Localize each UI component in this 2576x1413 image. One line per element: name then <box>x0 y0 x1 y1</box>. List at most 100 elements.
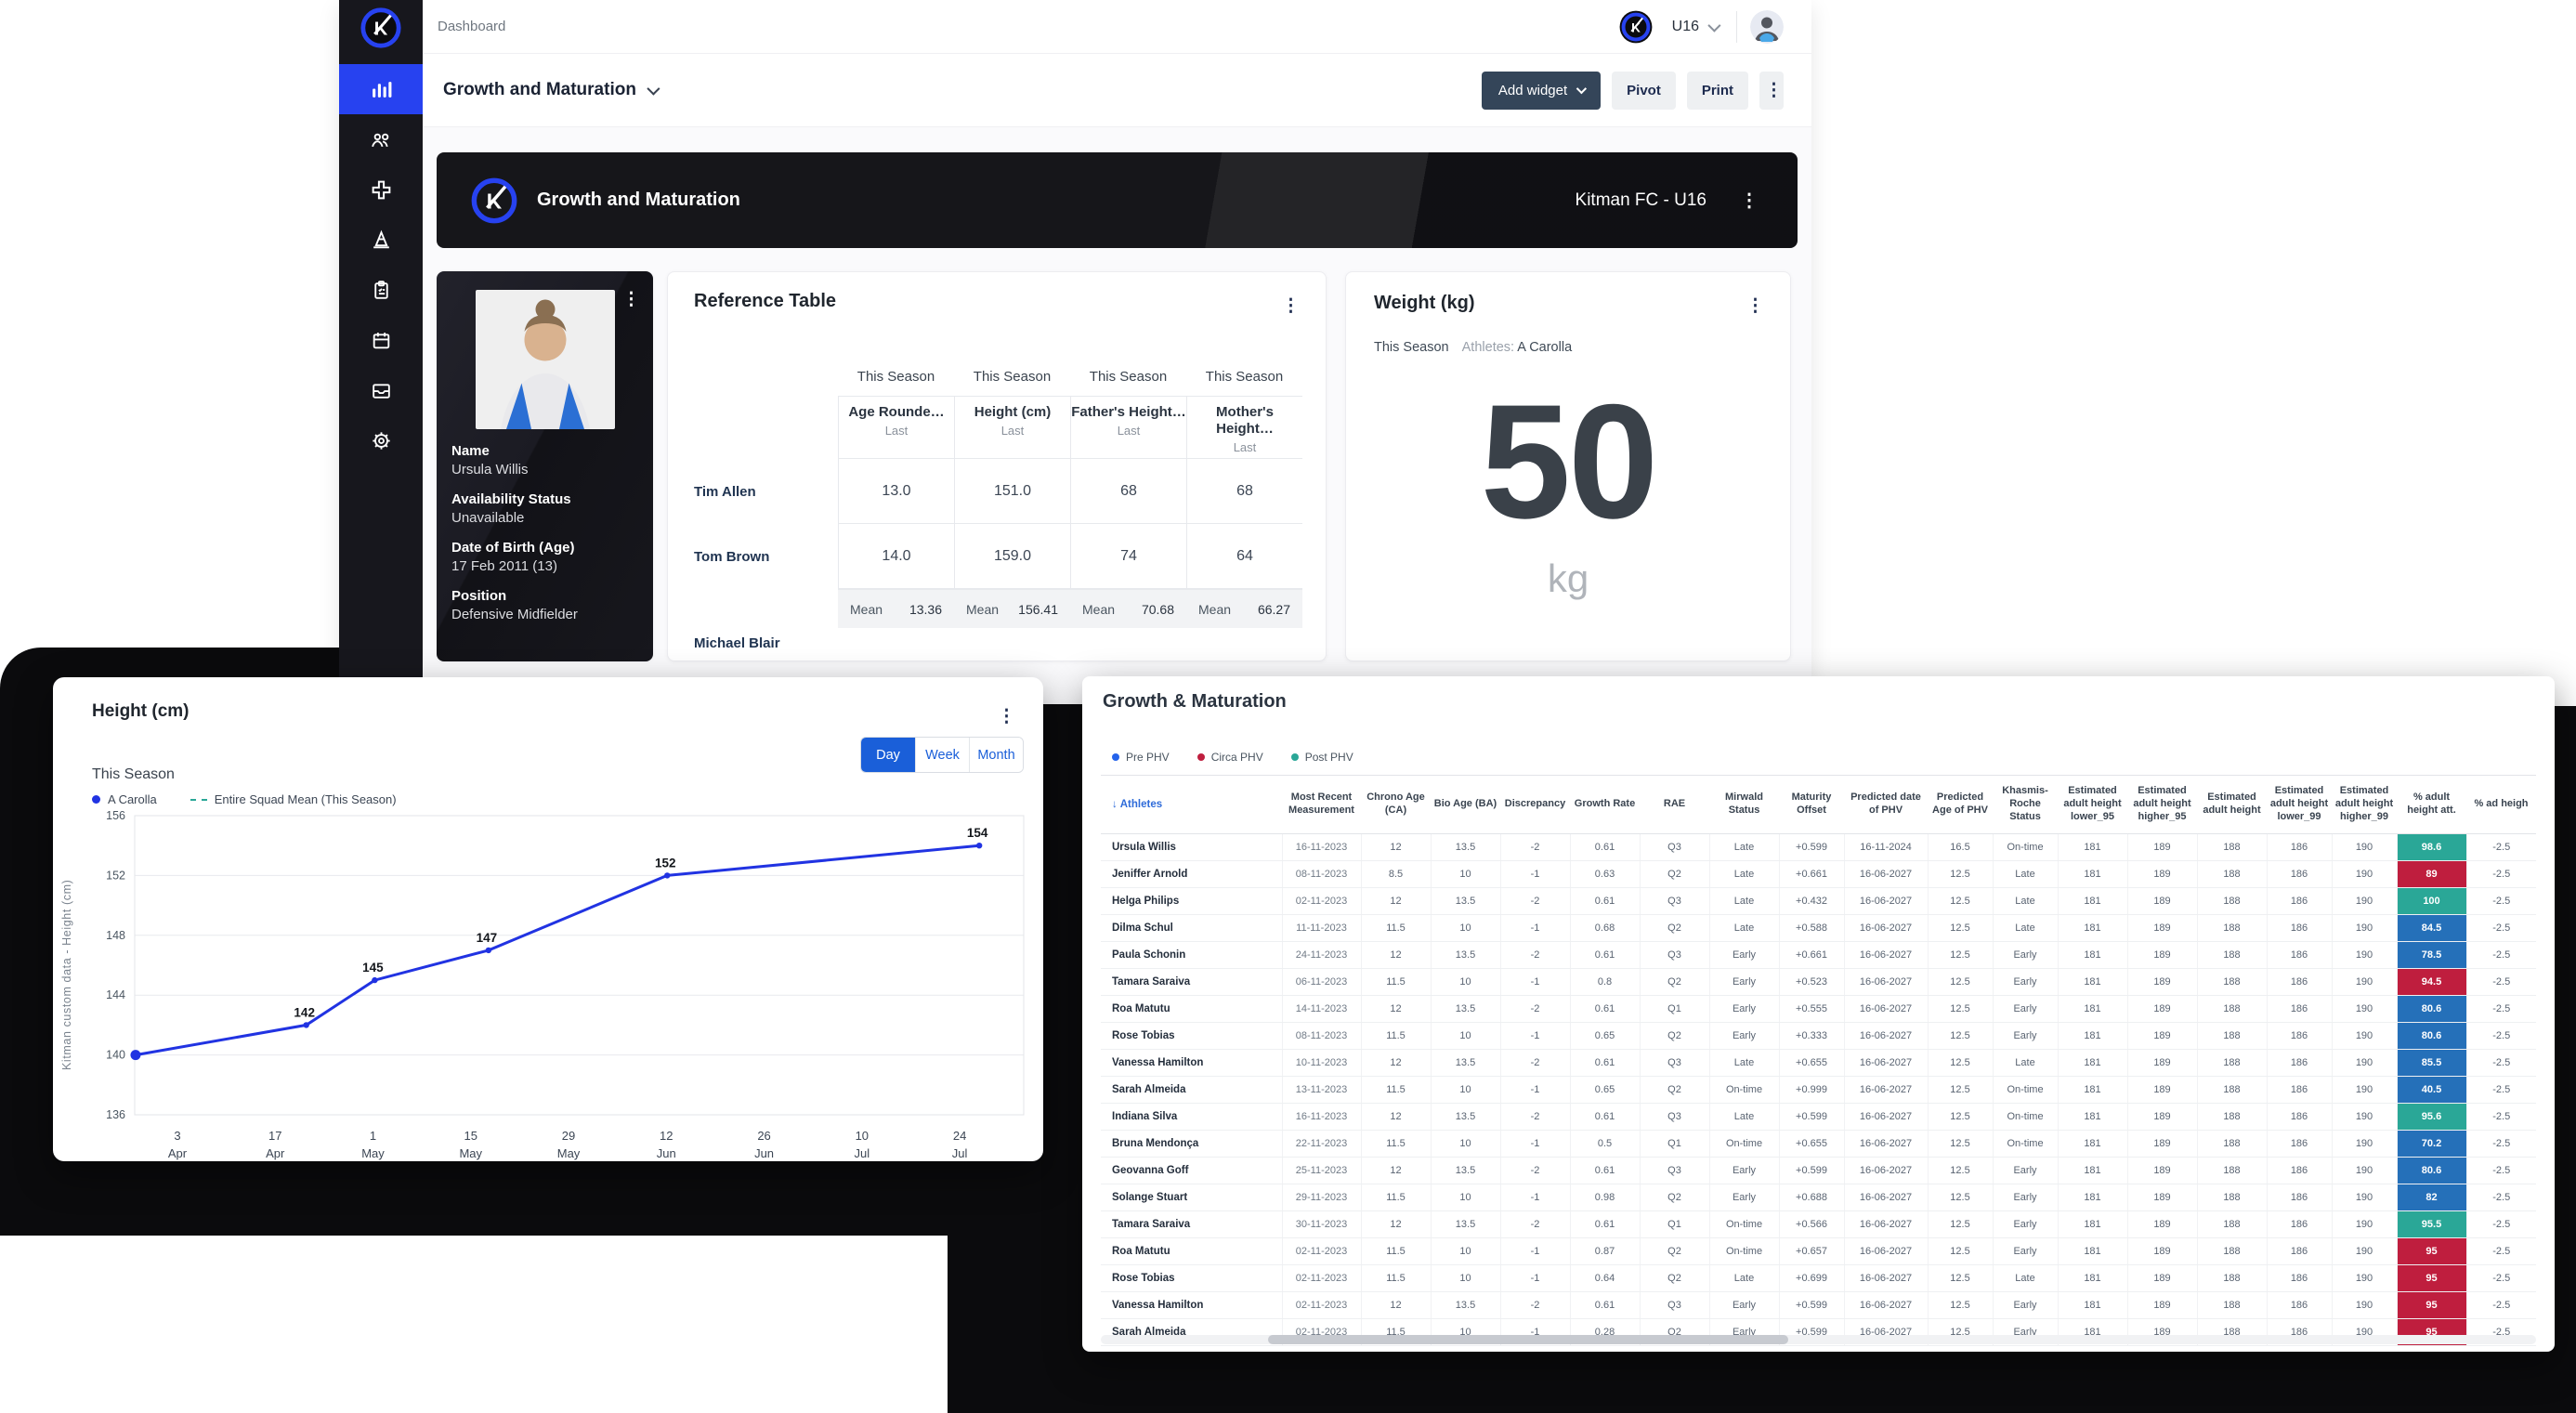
reference-cell: 151.0 <box>954 459 1070 524</box>
gm-column-header[interactable]: Khasmis-Roche Status <box>1993 775 2058 834</box>
weight-widget-kebab-menu[interactable]: ⋮ <box>1741 287 1770 325</box>
reference-season-label: This Season <box>856 369 935 385</box>
gm-athlete-name[interactable]: Sarah Almeida <box>1101 1076 1282 1104</box>
gm-table-row[interactable]: Helga Philips 02-11-2023 12 13.5 -2 0.61 Q3 Lat… <box>1101 887 2536 915</box>
gm-column-header[interactable]: Most Recent Measurement <box>1282 775 1361 834</box>
sidebar-item-medical[interactable] <box>339 164 423 215</box>
gm-column-header[interactable]: Growth Rate <box>1570 775 1640 834</box>
gm-table-row[interactable]: Paula Schonin 24-11-2023 12 13.5 -2 0.61 Q3 Ear… <box>1101 941 2536 969</box>
gm-athlete-name[interactable]: Dilma Schul <box>1101 914 1282 942</box>
gm-column-header[interactable]: Estimated adult height <box>2197 775 2267 834</box>
gm-column-header[interactable]: Mirwald Status <box>1709 775 1779 834</box>
gm-table-row[interactable]: Rose Tobias 02-11-2023 11.5 10 -1 0.64 Q2 Late +… <box>1101 1264 2536 1292</box>
gm-table-row[interactable]: Geovanna Goff 25-11-2023 12 13.5 -2 0.61 Q3 Ear… <box>1101 1157 2536 1184</box>
gm-cell: 0.65 <box>1569 1076 1640 1104</box>
gm-athlete-name[interactable]: Paula Schonin <box>1101 941 1282 969</box>
gm-athlete-name[interactable]: Jeniffer Arnold <box>1101 860 1282 888</box>
sidebar-item-assessments[interactable] <box>339 265 423 315</box>
gm-column-header[interactable]: RAE <box>1640 775 1709 834</box>
gm-table-row[interactable]: Tamara Saraiva 06-11-2023 11.5 10 -1 0.8 Q2 Ear… <box>1101 968 2536 996</box>
reference-row-name[interactable]: Michael Blair <box>694 635 780 651</box>
gm-athlete-name[interactable]: Vanessa Hamilton <box>1101 1049 1282 1077</box>
gm-column-header[interactable]: Estimated adult height lower_99 <box>2267 775 2332 834</box>
gm-athlete-name[interactable]: Solange Stuart <box>1101 1184 1282 1211</box>
squad-selector[interactable]: U16 <box>1667 18 1723 36</box>
period-button-month[interactable]: Month <box>969 738 1023 772</box>
gm-cell: On-time <box>1992 1076 2058 1104</box>
sidebar-item-squad[interactable] <box>339 114 423 164</box>
gm-column-header[interactable]: Discrepancy <box>1500 775 1570 834</box>
user-avatar[interactable] <box>1750 9 1784 44</box>
reference-row-name[interactable]: Tom Brown <box>694 548 770 565</box>
gm-athlete-name[interactable]: Bruna Mendonça <box>1101 1130 1282 1158</box>
gm-table-row[interactable]: Vanessa Hamilton 02-11-2023 12 13.5 -2 0.61 Q3… <box>1101 1291 2536 1319</box>
banner-kebab-menu[interactable]: ⋮ <box>1734 181 1764 219</box>
reference-column-header[interactable]: Height (cm) Last <box>954 396 1070 459</box>
sidebar-item-training[interactable] <box>339 215 423 265</box>
gm-athlete-name[interactable]: Helga Philips <box>1101 887 1282 915</box>
reference-column-header[interactable]: Father's Height… Last <box>1070 396 1186 459</box>
gm-athlete-name[interactable]: Tamara Saraiva <box>1101 968 1282 996</box>
print-button[interactable]: Print <box>1686 71 1748 110</box>
kitman-logo-icon[interactable]: K <box>360 7 402 49</box>
dashboard-selector[interactable]: Growth and Maturation <box>438 79 662 101</box>
svg-text:29: 29 <box>562 1129 575 1143</box>
svg-text:Jun: Jun <box>657 1146 676 1160</box>
gm-table-row[interactable]: Tamara Saraiva 30-11-2023 12 13.5 -2 0.61 Q1 On… <box>1101 1210 2536 1238</box>
y-axis-label: Kitman custom data - Height (cm) <box>60 879 73 1070</box>
gm-athlete-name[interactable]: Rose Tobias <box>1101 1264 1282 1292</box>
sidebar-item-analytics[interactable] <box>339 64 423 114</box>
gm-athlete-name[interactable]: Rose Tobias <box>1101 1022 1282 1050</box>
reference-row-name[interactable]: Tim Allen <box>694 483 756 500</box>
period-button-week[interactable]: Week <box>915 738 969 772</box>
add-widget-button[interactable]: Add widget <box>1481 71 1602 110</box>
gm-table-row[interactable]: Solange Stuart 29-11-2023 11.5 10 -1 0.98 Q2 Ea… <box>1101 1184 2536 1211</box>
gm-column-header[interactable]: Predicted Age of PHV <box>1928 775 1993 834</box>
gm-table-row[interactable]: Sarah Almeida 13-11-2023 11.5 10 -1 0.65 Q2 On-… <box>1101 1076 2536 1104</box>
gm-table-row[interactable]: Roa Matutu 02-11-2023 11.5 10 -1 0.87 Q2 On-tim… <box>1101 1237 2536 1265</box>
gm-column-header[interactable]: Chrono Age (CA) <box>1361 775 1431 834</box>
sidebar-item-calendar[interactable] <box>339 315 423 365</box>
horizontal-scrollbar[interactable] <box>1101 1335 2536 1344</box>
sidebar-item-settings[interactable] <box>339 415 423 465</box>
gm-column-header[interactable]: Estimated adult height higher_99 <box>2332 775 2397 834</box>
gm-column-header[interactable]: Bio Age (BA) <box>1431 775 1500 834</box>
gm-column-header[interactable]: Estimated adult height lower_95 <box>2058 775 2127 834</box>
gm-athlete-name[interactable]: Roa Matutu <box>1101 1237 1282 1265</box>
gm-column-athletes[interactable]: ↓ Athletes <box>1101 775 1282 834</box>
toolbar-kebab-menu[interactable]: ⋮ <box>1759 71 1784 110</box>
gm-athlete-name[interactable]: Ursula Willis <box>1101 833 1282 861</box>
gm-column-header[interactable]: Predicted date of PHV <box>1844 775 1928 834</box>
period-button-day[interactable]: Day <box>861 738 915 772</box>
gm-athlete-name[interactable]: Indiana Silva <box>1101 1103 1282 1131</box>
gm-table-row[interactable]: Jeniffer Arnold 08-11-2023 8.5 10 -1 0.63 Q2 La… <box>1101 860 2536 888</box>
sidebar-item-inbox[interactable] <box>339 365 423 415</box>
gm-cell: 16-06-2027 <box>1843 941 1928 969</box>
gm-athlete-name[interactable]: Tamara Saraiva <box>1101 1210 1282 1238</box>
gm-athlete-name[interactable]: Roa Matutu <box>1101 995 1282 1023</box>
gm-cell: Q3 <box>1639 887 1709 915</box>
gm-table-row[interactable]: Indiana Silva 16-11-2023 12 13.5 -2 0.61 Q3 Lat… <box>1101 1103 2536 1131</box>
gm-table-row[interactable]: Dilma Schul 11-11-2023 11.5 10 -1 0.68 Q2 Late +… <box>1101 914 2536 942</box>
reference-column-header[interactable]: Mother's Height… Last <box>1186 396 1302 459</box>
weight-season-label: This Season <box>1374 340 1449 355</box>
gm-table-row[interactable]: Ursula Willis 16-11-2023 12 13.5 -2 0.61 Q3 Lat… <box>1101 833 2536 861</box>
reference-column-header[interactable]: Age Rounde… Last <box>838 396 954 459</box>
gm-cell: 12.5 <box>1927 1022 1993 1050</box>
gm-cell: Q3 <box>1639 941 1709 969</box>
gm-table-row[interactable]: Vanessa Hamilton 10-11-2023 12 13.5 -2 0.61 Q3… <box>1101 1049 2536 1077</box>
reference-table-kebab-menu[interactable]: ⋮ <box>1276 287 1305 325</box>
gm-athlete-name[interactable]: Geovanna Goff <box>1101 1157 1282 1184</box>
gm-column-header[interactable]: % ad heigh <box>2466 775 2536 834</box>
gm-table-row[interactable]: Bruna Mendonça 22-11-2023 11.5 10 -1 0.5 Q1 On-… <box>1101 1130 2536 1158</box>
gm-column-header[interactable]: Maturity Offset <box>1779 775 1844 834</box>
gm-table-row[interactable]: Roa Matutu 14-11-2023 12 13.5 -2 0.61 Q1 Early +… <box>1101 995 2536 1023</box>
player-card-kebab-menu[interactable]: ⋮ <box>617 281 646 319</box>
gm-table-row[interactable]: Rose Tobias 08-11-2023 11.5 10 -1 0.65 Q2 Early… <box>1101 1022 2536 1050</box>
scrollbar-thumb[interactable] <box>1268 1335 1788 1344</box>
gm-athlete-name[interactable]: Vanessa Hamilton <box>1101 1291 1282 1319</box>
gm-column-header[interactable]: Estimated adult height higher_95 <box>2127 775 2197 834</box>
pivot-button[interactable]: Pivot <box>1612 71 1676 110</box>
height-chart-kebab-menu[interactable]: ⋮ <box>992 698 1021 736</box>
gm-column-header[interactable]: % adult height att. <box>2397 775 2466 834</box>
